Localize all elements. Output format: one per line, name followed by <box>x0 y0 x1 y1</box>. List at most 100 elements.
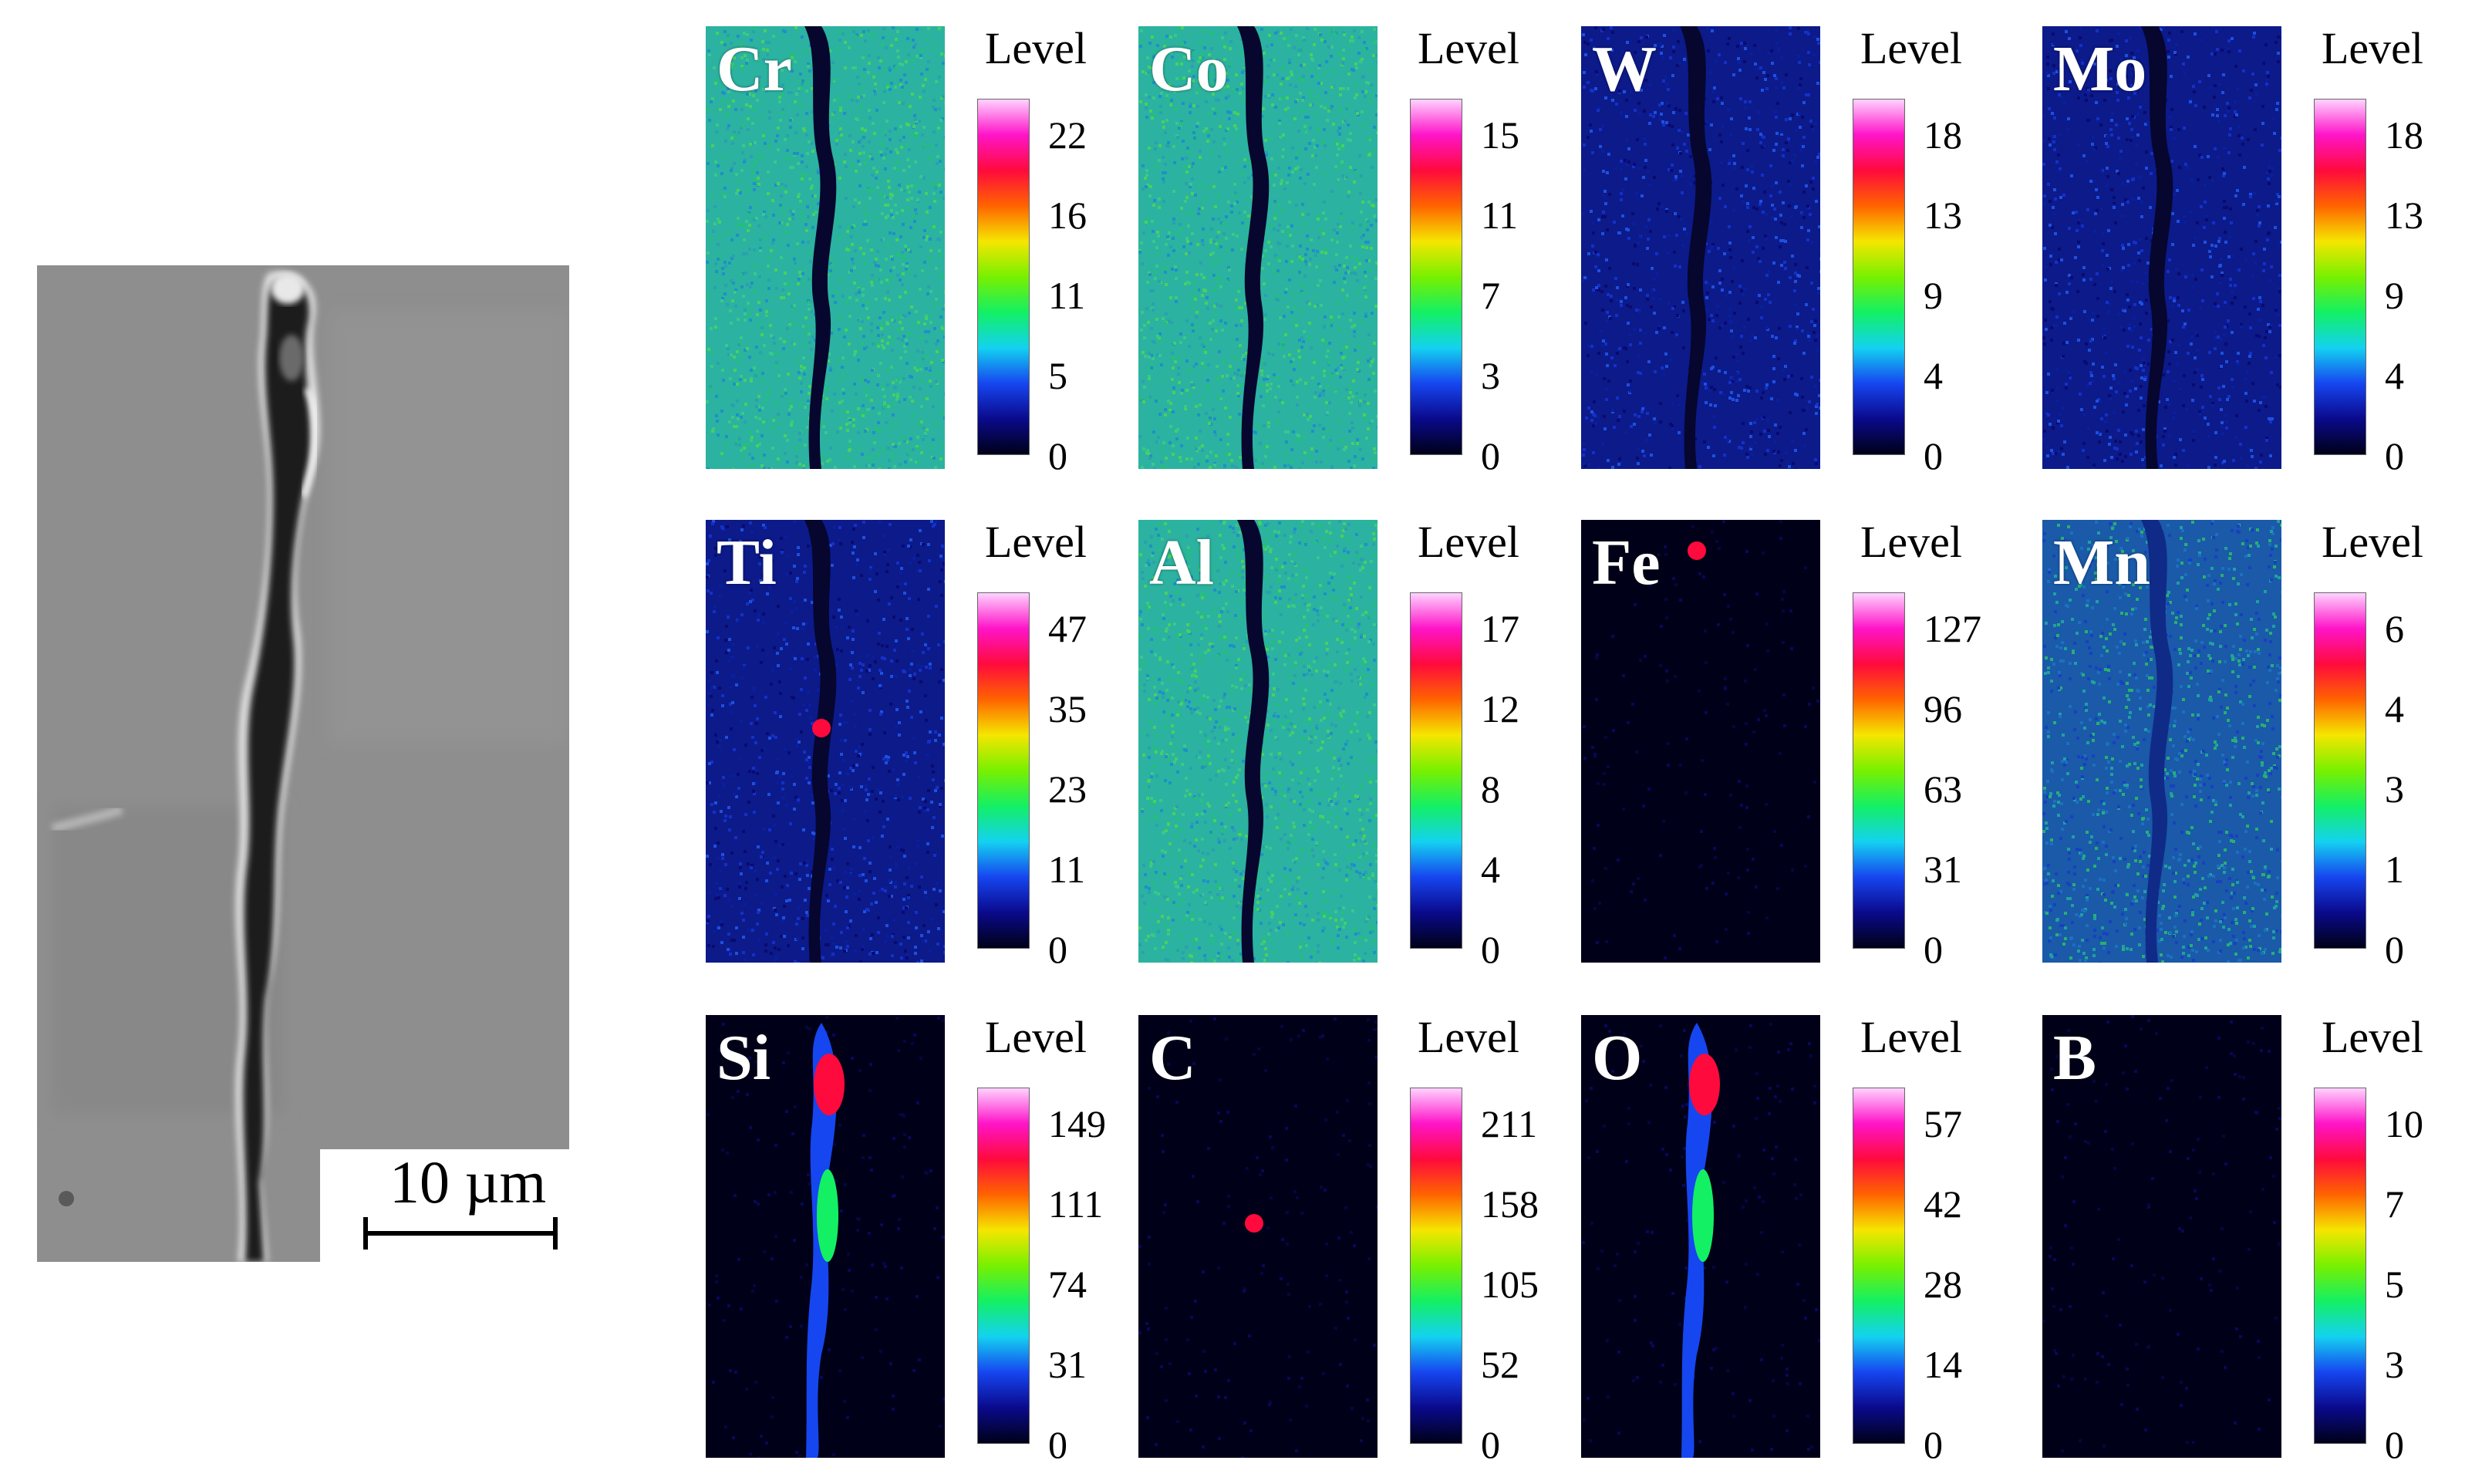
colorbar-tick-label: 0 <box>1048 434 1067 477</box>
colorbar-title: Level <box>2322 23 2424 73</box>
element-map-image <box>1581 1015 1820 1458</box>
colorbar-tick-label: 11 <box>1048 848 1086 891</box>
colorbar-tick-label: 0 <box>1481 434 1500 477</box>
colorbar-tick-label: 18 <box>1924 113 1962 157</box>
colorbar-title: Level <box>985 517 1088 567</box>
colorbar-tick-label: 14 <box>1924 1343 1962 1386</box>
colorbar-tick-label: 9 <box>2385 274 2404 317</box>
colorbar-tick-label: 15 <box>1481 113 1519 157</box>
scale-bar: 10 µm <box>320 1149 569 1262</box>
colorbar-title: Level <box>2322 517 2424 567</box>
colorbar <box>1853 1088 1905 1444</box>
sem-crack-image <box>37 265 569 1262</box>
colorbar-tick-label: 1 <box>2385 848 2404 891</box>
colorbar-tick-label: 10 <box>2385 1102 2423 1145</box>
element-map: Cr <box>706 26 945 469</box>
colorbar-tick-label: 31 <box>1048 1343 1087 1386</box>
colorbar-tick-label: 42 <box>1924 1182 1962 1226</box>
colorbar-title: Level <box>1860 517 1963 567</box>
colorbar-title: Level <box>985 23 1088 73</box>
element-label: Ti <box>717 527 777 599</box>
colorbar <box>2314 99 2366 455</box>
colorbar-tick-label: 47 <box>1048 607 1087 650</box>
element-map-panel: W Level 18 13 9 4 0 <box>1581 26 2013 489</box>
element-map-image <box>2042 1015 2281 1458</box>
colorbar-tick-label: 0 <box>1924 1423 1943 1466</box>
element-map-image <box>706 520 945 963</box>
colorbar-tick-label: 7 <box>1481 274 1500 317</box>
colorbar-tick-label: 149 <box>1048 1102 1106 1145</box>
colorbar-tick-label: 0 <box>2385 928 2404 971</box>
colorbar <box>1853 99 1905 455</box>
colorbar-tick-label: 6 <box>2385 607 2404 650</box>
scale-bar-tick-left <box>363 1217 368 1250</box>
colorbar <box>1410 1088 1462 1444</box>
colorbar-tick-label: 11 <box>1481 194 1519 237</box>
element-map-panel: B Level 10 7 5 3 0 <box>2042 1015 2465 1478</box>
colorbar-tick-label: 35 <box>1048 687 1087 730</box>
element-map-panel: Fe Level 127 96 63 31 0 <box>1581 520 2013 983</box>
element-map-image <box>1138 26 1378 469</box>
element-map: Si <box>706 1015 945 1458</box>
element-label: C <box>1149 1022 1196 1094</box>
sem-micrograph: 10 µm <box>37 265 569 1262</box>
colorbar <box>2314 1088 2366 1444</box>
colorbar-tick-label: 9 <box>1924 274 1943 317</box>
element-map-panel: Co Level 15 11 7 3 0 <box>1138 26 1570 489</box>
colorbar-title: Level <box>985 1012 1088 1062</box>
colorbar <box>1853 592 1905 949</box>
element-map-image <box>1138 520 1378 963</box>
colorbar-tick-label: 5 <box>2385 1263 2404 1306</box>
element-map-image <box>1581 520 1820 963</box>
element-map-image <box>706 1015 945 1458</box>
colorbar-tick-label: 0 <box>1924 928 1943 971</box>
element-map: Mn <box>2042 520 2281 963</box>
colorbar-tick-label: 3 <box>2385 767 2404 811</box>
element-map-panel: Ti Level 47 35 23 11 0 <box>706 520 1138 983</box>
colorbar <box>977 592 1030 949</box>
colorbar-tick-label: 0 <box>1481 1423 1500 1466</box>
colorbar-tick-label: 13 <box>2385 194 2423 237</box>
colorbar-title: Level <box>1418 517 1520 567</box>
colorbar <box>1410 99 1462 455</box>
colorbar-tick-label: 0 <box>1048 928 1067 971</box>
colorbar-tick-label: 211 <box>1481 1102 1538 1145</box>
element-map: W <box>1581 26 1820 469</box>
colorbar-tick-label: 4 <box>1481 848 1500 891</box>
colorbar-tick-label: 17 <box>1481 607 1519 650</box>
element-map-image <box>1138 1015 1378 1458</box>
colorbar-title: Level <box>1860 1012 1963 1062</box>
colorbar-tick-label: 105 <box>1481 1263 1539 1306</box>
colorbar-tick-label: 22 <box>1048 113 1087 157</box>
colorbar-tick-label: 4 <box>2385 687 2404 730</box>
element-map: O <box>1581 1015 1820 1458</box>
element-map: Fe <box>1581 520 1820 963</box>
colorbar-tick-label: 12 <box>1481 687 1519 730</box>
element-label: Mn <box>2053 527 2150 599</box>
element-map-image <box>2042 26 2281 469</box>
element-map-panel: Cr Level 22 16 11 5 0 <box>706 26 1138 489</box>
colorbar-tick-label: 127 <box>1924 607 1981 650</box>
colorbar-tick-label: 158 <box>1481 1182 1539 1226</box>
colorbar-tick-label: 0 <box>2385 1423 2404 1466</box>
colorbar-tick-label: 7 <box>2385 1182 2404 1226</box>
colorbar-tick-label: 3 <box>2385 1343 2404 1386</box>
scale-bar-line <box>363 1231 558 1236</box>
colorbar-title: Level <box>1418 1012 1520 1062</box>
element-map-image <box>706 26 945 469</box>
colorbar-tick-label: 63 <box>1924 767 1962 811</box>
element-map: Co <box>1138 26 1378 469</box>
element-map: Mo <box>2042 26 2281 469</box>
element-label: Al <box>1149 527 1214 599</box>
colorbar-tick-label: 0 <box>2385 434 2404 477</box>
colorbar <box>977 1088 1030 1444</box>
element-map-panel: Mo Level 18 13 9 4 0 <box>2042 26 2465 489</box>
colorbar <box>1410 592 1462 949</box>
element-map: Ti <box>706 520 945 963</box>
colorbar-tick-label: 0 <box>1048 1423 1067 1466</box>
colorbar-tick-label: 8 <box>1481 767 1500 811</box>
element-map: Al <box>1138 520 1378 963</box>
colorbar-tick-label: 57 <box>1924 1102 1962 1145</box>
element-label: B <box>2053 1022 2097 1094</box>
colorbar <box>2314 592 2366 949</box>
